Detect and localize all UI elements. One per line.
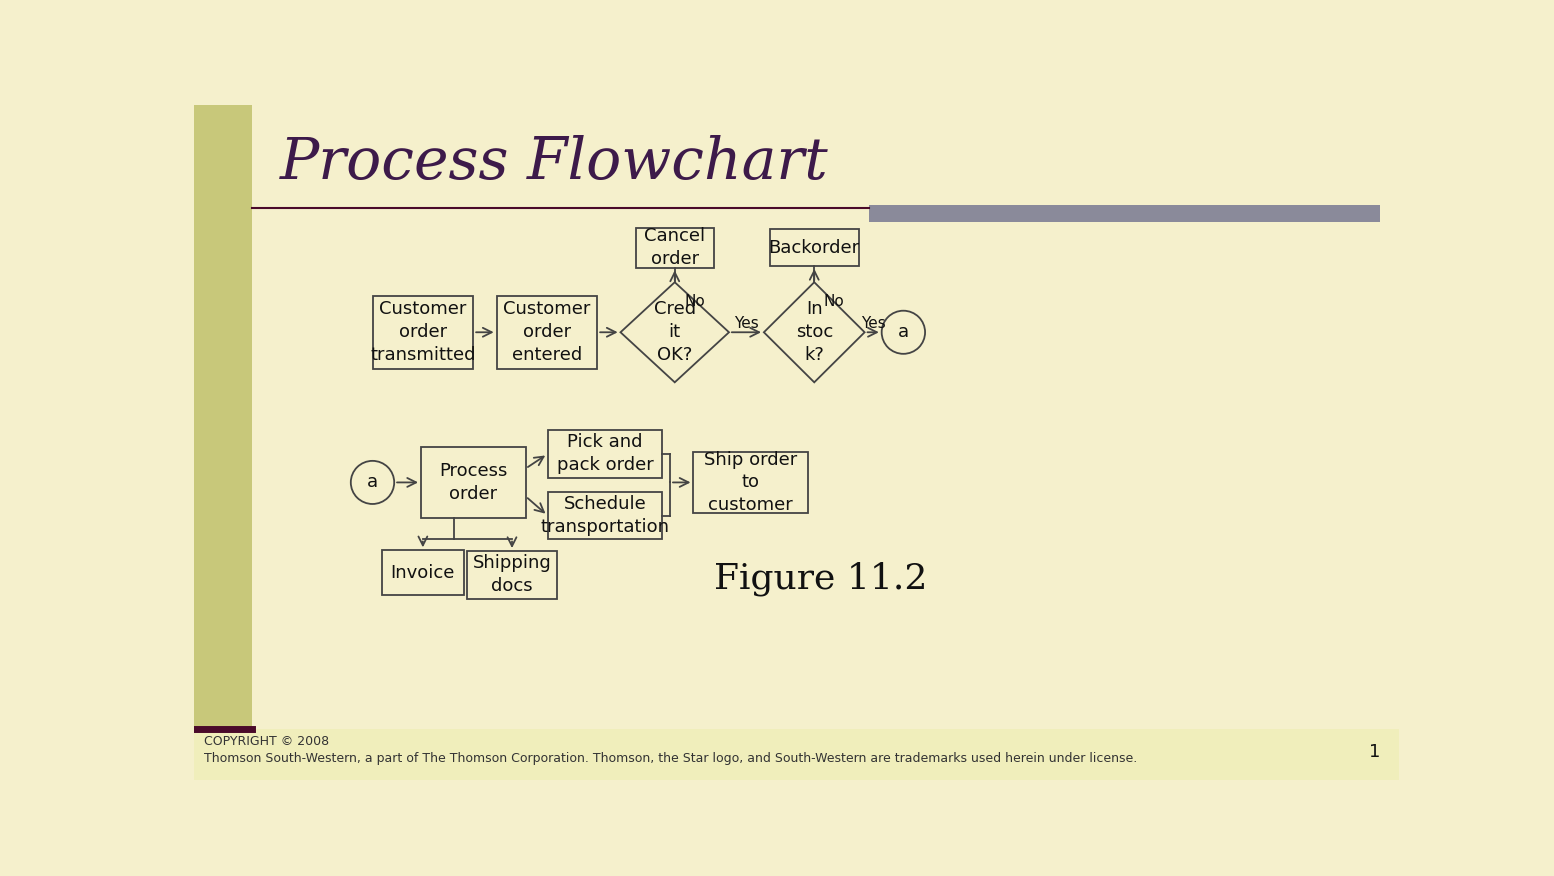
Text: a: a [367, 473, 378, 491]
Polygon shape [765, 282, 864, 382]
Text: Customer
order
transmitted: Customer order transmitted [370, 300, 476, 364]
Text: Yes: Yes [861, 315, 886, 330]
Text: No: No [684, 294, 706, 309]
Text: Process Flowchart: Process Flowchart [280, 135, 828, 191]
Bar [496, 296, 597, 369]
Polygon shape [620, 282, 729, 382]
Circle shape [351, 461, 395, 504]
Text: Shipping
docs: Shipping docs [472, 555, 552, 596]
Text: Pick and
pack order: Pick and pack order [556, 434, 653, 475]
Bar [194, 105, 252, 729]
Text: Figure 11.2: Figure 11.2 [713, 562, 928, 596]
Bar [769, 230, 859, 266]
Text: Process
order: Process order [440, 462, 508, 503]
Text: Customer
order
entered: Customer order entered [503, 300, 591, 364]
Text: Invoice: Invoice [390, 563, 455, 582]
Text: 1: 1 [1369, 743, 1380, 761]
Bar [468, 551, 556, 598]
Bar [547, 491, 662, 540]
Bar [693, 452, 808, 513]
Bar [547, 430, 662, 477]
Bar [869, 205, 1380, 223]
Text: Cancel
order: Cancel order [645, 227, 706, 268]
Text: a: a [898, 323, 909, 342]
Circle shape [881, 311, 925, 354]
Text: Backorder: Backorder [769, 238, 859, 257]
Text: Yes: Yes [733, 315, 758, 330]
Bar [194, 729, 1399, 788]
Bar [373, 296, 474, 369]
Text: Thomson South-Western, a part of The Thomson Corporation. Thomson, the Star logo: Thomson South-Western, a part of The Tho… [204, 752, 1138, 765]
Text: In
stoc
k?: In stoc k? [796, 300, 833, 364]
Text: Ship order
to
customer: Ship order to customer [704, 450, 797, 514]
Bar [636, 228, 713, 267]
Text: Schedule
transportation: Schedule transportation [541, 495, 670, 536]
Text: Cred
it
OK?: Cred it OK? [654, 300, 696, 364]
Bar [382, 550, 463, 595]
Text: No: No [824, 294, 844, 309]
Text: COPYRIGHT © 2008: COPYRIGHT © 2008 [204, 735, 329, 747]
Bar [421, 447, 525, 518]
